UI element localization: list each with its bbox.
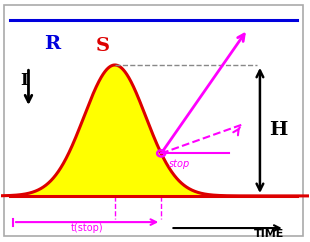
- Text: stop: stop: [169, 159, 190, 169]
- Text: t(stop): t(stop): [71, 223, 104, 233]
- Text: S: S: [95, 38, 109, 55]
- Text: I: I: [20, 72, 28, 89]
- Text: H: H: [269, 121, 288, 139]
- Text: TIME: TIME: [254, 229, 285, 239]
- Text: R: R: [44, 35, 60, 53]
